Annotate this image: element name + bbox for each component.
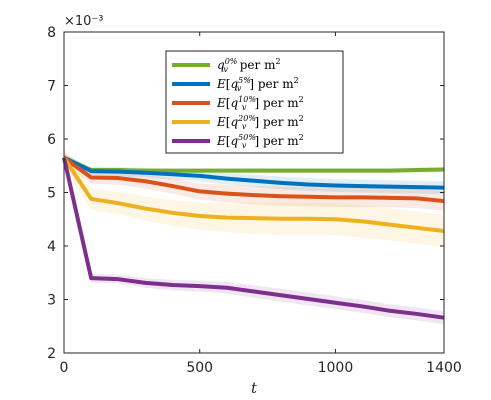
y-tick-label: 5: [47, 186, 56, 202]
x-tick-label: 1400: [426, 360, 462, 376]
legend-label-1: q0% v per m2: [217, 57, 281, 74]
series-line-2: [63, 155, 445, 190]
x-axis-label: t: [251, 379, 258, 397]
ticks: 0 500 1000 1400 2 3 4 5 6 7 8: [47, 25, 462, 376]
confidence-band-4: [64, 148, 444, 248]
x-tick-label: 0: [60, 360, 69, 376]
series-line-4: [62, 156, 445, 234]
x-tick-label: 1000: [318, 360, 354, 376]
legend-label-2: E[q5% v] per m2: [216, 76, 299, 93]
y-tick-label: 2: [47, 346, 56, 362]
y-tick-label: 3: [47, 293, 56, 309]
series-line-5: [62, 157, 445, 320]
x-tick-label: 500: [186, 360, 213, 376]
series-line-3: [62, 156, 445, 204]
legend: q0% v per m2 E[q5% v] per m2 E[q10% v] per m2…: [165, 50, 344, 154]
y-exponent-label: ×10⁻³: [64, 14, 104, 29]
legend-label-5: E[q50% v] per m2: [216, 133, 304, 150]
y-tick-label: 4: [47, 239, 56, 255]
series-lines: [62, 155, 445, 320]
y-tick-label: 6: [47, 132, 56, 148]
y-tick-label: 7: [47, 79, 56, 95]
legend-label-4: E[q20% v] per m2: [216, 114, 304, 131]
legend-label-3: E[q10% v] per m2: [216, 95, 304, 112]
y-tick-label: 8: [47, 25, 56, 41]
confidence-band-5: [64, 153, 444, 325]
